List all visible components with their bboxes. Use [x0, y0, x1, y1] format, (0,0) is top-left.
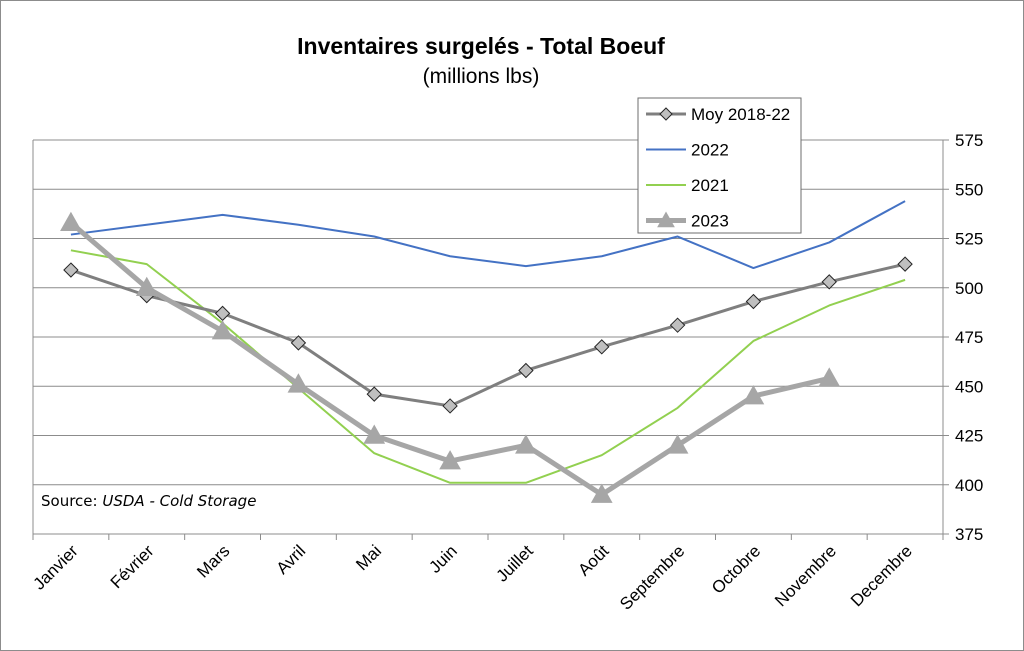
series-2022-line [70, 200, 906, 270]
data-point-diamond [442, 398, 458, 414]
series-layer [60, 200, 913, 503]
x-tick-label: Septembre [616, 541, 688, 613]
data-point-diamond [745, 293, 762, 310]
x-tick-label: Juillet [493, 541, 537, 585]
data-point-diamond [290, 335, 307, 351]
chart-title: Inventaires surgelés - Total Boeuf [297, 33, 665, 59]
x-tick-label: Mars [193, 541, 233, 581]
data-point-triangle [742, 385, 765, 405]
x-tick-label: Août [574, 541, 612, 579]
x-axis-ticks: Janvier Février Mars Avril Mai Juin Juillet Aoû… [30, 534, 944, 614]
legend-item-2023: 2023 [646, 211, 729, 231]
y-tick-label: 500 [955, 279, 983, 298]
y-tick-label: 575 [955, 131, 983, 150]
series-moy-2018-22-line [70, 262, 906, 408]
source-note: Source: USDA - Cold Storage [41, 492, 256, 510]
data-point-triangle [590, 483, 613, 503]
data-point-triangle [515, 434, 537, 454]
data-point-triangle [818, 367, 841, 387]
x-tick-label: Mai [352, 541, 385, 574]
gridlines [33, 139, 943, 535]
legend-item-2022: 2022 [646, 141, 729, 160]
series-2022 [70, 200, 906, 270]
x-tick-label: Juin [425, 541, 460, 576]
x-tick-label: Decembre [847, 541, 916, 610]
data-point-triangle [363, 424, 386, 444]
data-point-diamond [669, 317, 686, 333]
data-point-diamond [518, 362, 534, 379]
legend-box [637, 97, 802, 234]
y-tick-label: 450 [955, 377, 983, 396]
y-tick-label: 475 [955, 328, 983, 347]
x-tick-label: Octobre [708, 541, 764, 597]
source-name: USDA - Cold Storage [102, 492, 256, 510]
series-2021 [70, 249, 906, 484]
data-point-triangle [135, 276, 158, 297]
data-point-triangle [666, 434, 689, 454]
y-tick-label: 425 [955, 427, 983, 446]
data-point-diamond [366, 386, 382, 402]
data-point-diamond [63, 262, 79, 278]
legend-item-2021: 2021 [646, 176, 729, 195]
data-point-diamond [897, 256, 913, 272]
y-tick-label: 375 [955, 525, 983, 544]
data-point-diamond [821, 274, 837, 290]
data-point-triangle [287, 373, 310, 393]
y-tick-label: 525 [955, 230, 983, 249]
chart-subtitle: (millions lbs) [423, 65, 540, 88]
x-tick-label: Février [107, 541, 158, 592]
y-tick-label: 400 [955, 476, 983, 495]
y-tick-label: 550 [955, 180, 983, 199]
data-point-triangle [211, 320, 234, 340]
data-point-diamond [594, 339, 610, 355]
legend: Moy 2018-22 2022 2021 2023 [637, 97, 802, 234]
data-point-triangle [439, 450, 461, 470]
y-axis-ticks: 375 400 425 450 475 500 525 550 575 [943, 131, 983, 544]
legend-label: Moy 2018-22 [691, 105, 790, 124]
x-tick-label: Novembre [771, 541, 840, 610]
series-2021-line [70, 249, 906, 484]
series-2023 [60, 211, 841, 503]
source-prefix: Source: [41, 492, 98, 510]
legend-marker-triangle [657, 211, 675, 228]
legend-label: 2023 [691, 212, 729, 231]
x-tick-label: Janvier [30, 541, 82, 593]
x-tick-label: Avril [273, 541, 310, 578]
data-point-triangle [60, 211, 82, 232]
legend-label: 2022 [691, 141, 729, 160]
legend-label: 2021 [691, 176, 729, 195]
legend-marker-diamond [659, 107, 673, 121]
legend-item-moy-2018-22: Moy 2018-22 [646, 105, 790, 124]
